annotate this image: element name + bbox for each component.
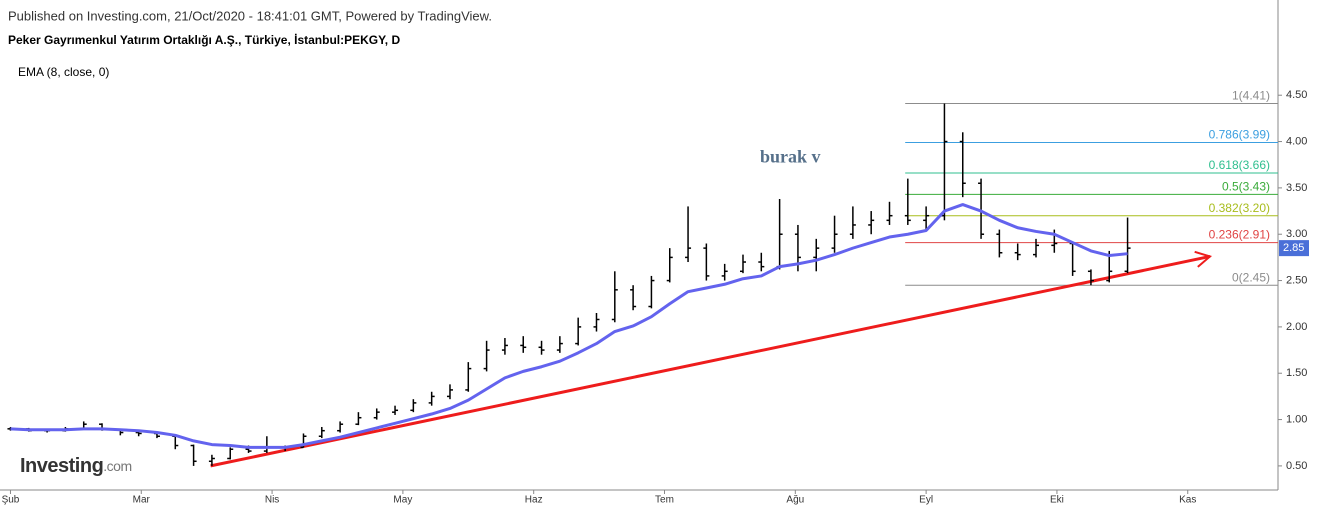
logo-main: Investing: [20, 455, 103, 477]
fib-label: 0.236(2.91): [1209, 228, 1270, 242]
fib-label: 0(2.45): [1232, 270, 1270, 284]
x-tick-label: May: [393, 495, 412, 506]
y-tick-label: 2.50: [1286, 274, 1307, 286]
logo-suffix: .com: [103, 458, 131, 474]
y-tick-label: 4.50: [1286, 89, 1307, 101]
y-tick-label: 2.00: [1286, 321, 1307, 333]
header: Published on Investing.com, 21/Oct/2020 …: [8, 8, 492, 23]
y-tick-label: 1.00: [1286, 413, 1307, 425]
x-tick-label: Kas: [1179, 495, 1196, 506]
last-price-box: [1279, 240, 1309, 257]
fib-label: 0.786(3.99): [1209, 128, 1270, 142]
x-tick-label: Haz: [525, 495, 543, 506]
x-tick-label: Tem: [655, 495, 674, 506]
x-tick-label: Eyl: [919, 495, 933, 506]
trend-arrowhead: [1194, 250, 1213, 268]
fib-label: 0.618(3.66): [1209, 158, 1270, 172]
x-tick-label: Ağu: [786, 495, 804, 506]
chart-title: Peker Gayrımenkul Yatırım Ortaklığı A.Ş.…: [8, 32, 400, 47]
last-price-label: 2.85: [1283, 242, 1304, 254]
y-tick-label: 3.50: [1286, 182, 1307, 194]
x-tick-label: Mar: [133, 495, 151, 506]
indicator-label: EMA (8, close, 0): [18, 65, 109, 79]
y-tick-label: 0.50: [1286, 460, 1307, 472]
x-tick-label: Şub: [2, 495, 20, 506]
ema-line: [10, 203, 1128, 449]
y-tick-label: 1.50: [1286, 367, 1307, 379]
fib-label: 1(4.41): [1232, 89, 1270, 103]
trend-line: [210, 254, 1211, 468]
y-tick-label: 4.00: [1286, 135, 1307, 147]
y-tick-label: 3.00: [1286, 228, 1307, 240]
x-tick-label: Eki: [1050, 495, 1064, 506]
fib-label: 0.5(3.43): [1222, 180, 1270, 194]
annotation: burak v: [760, 146, 821, 166]
x-tick-label: Nis: [265, 495, 279, 506]
logo: Investing.com: [20, 455, 132, 477]
fib-label: 0.382(3.20): [1209, 201, 1270, 215]
